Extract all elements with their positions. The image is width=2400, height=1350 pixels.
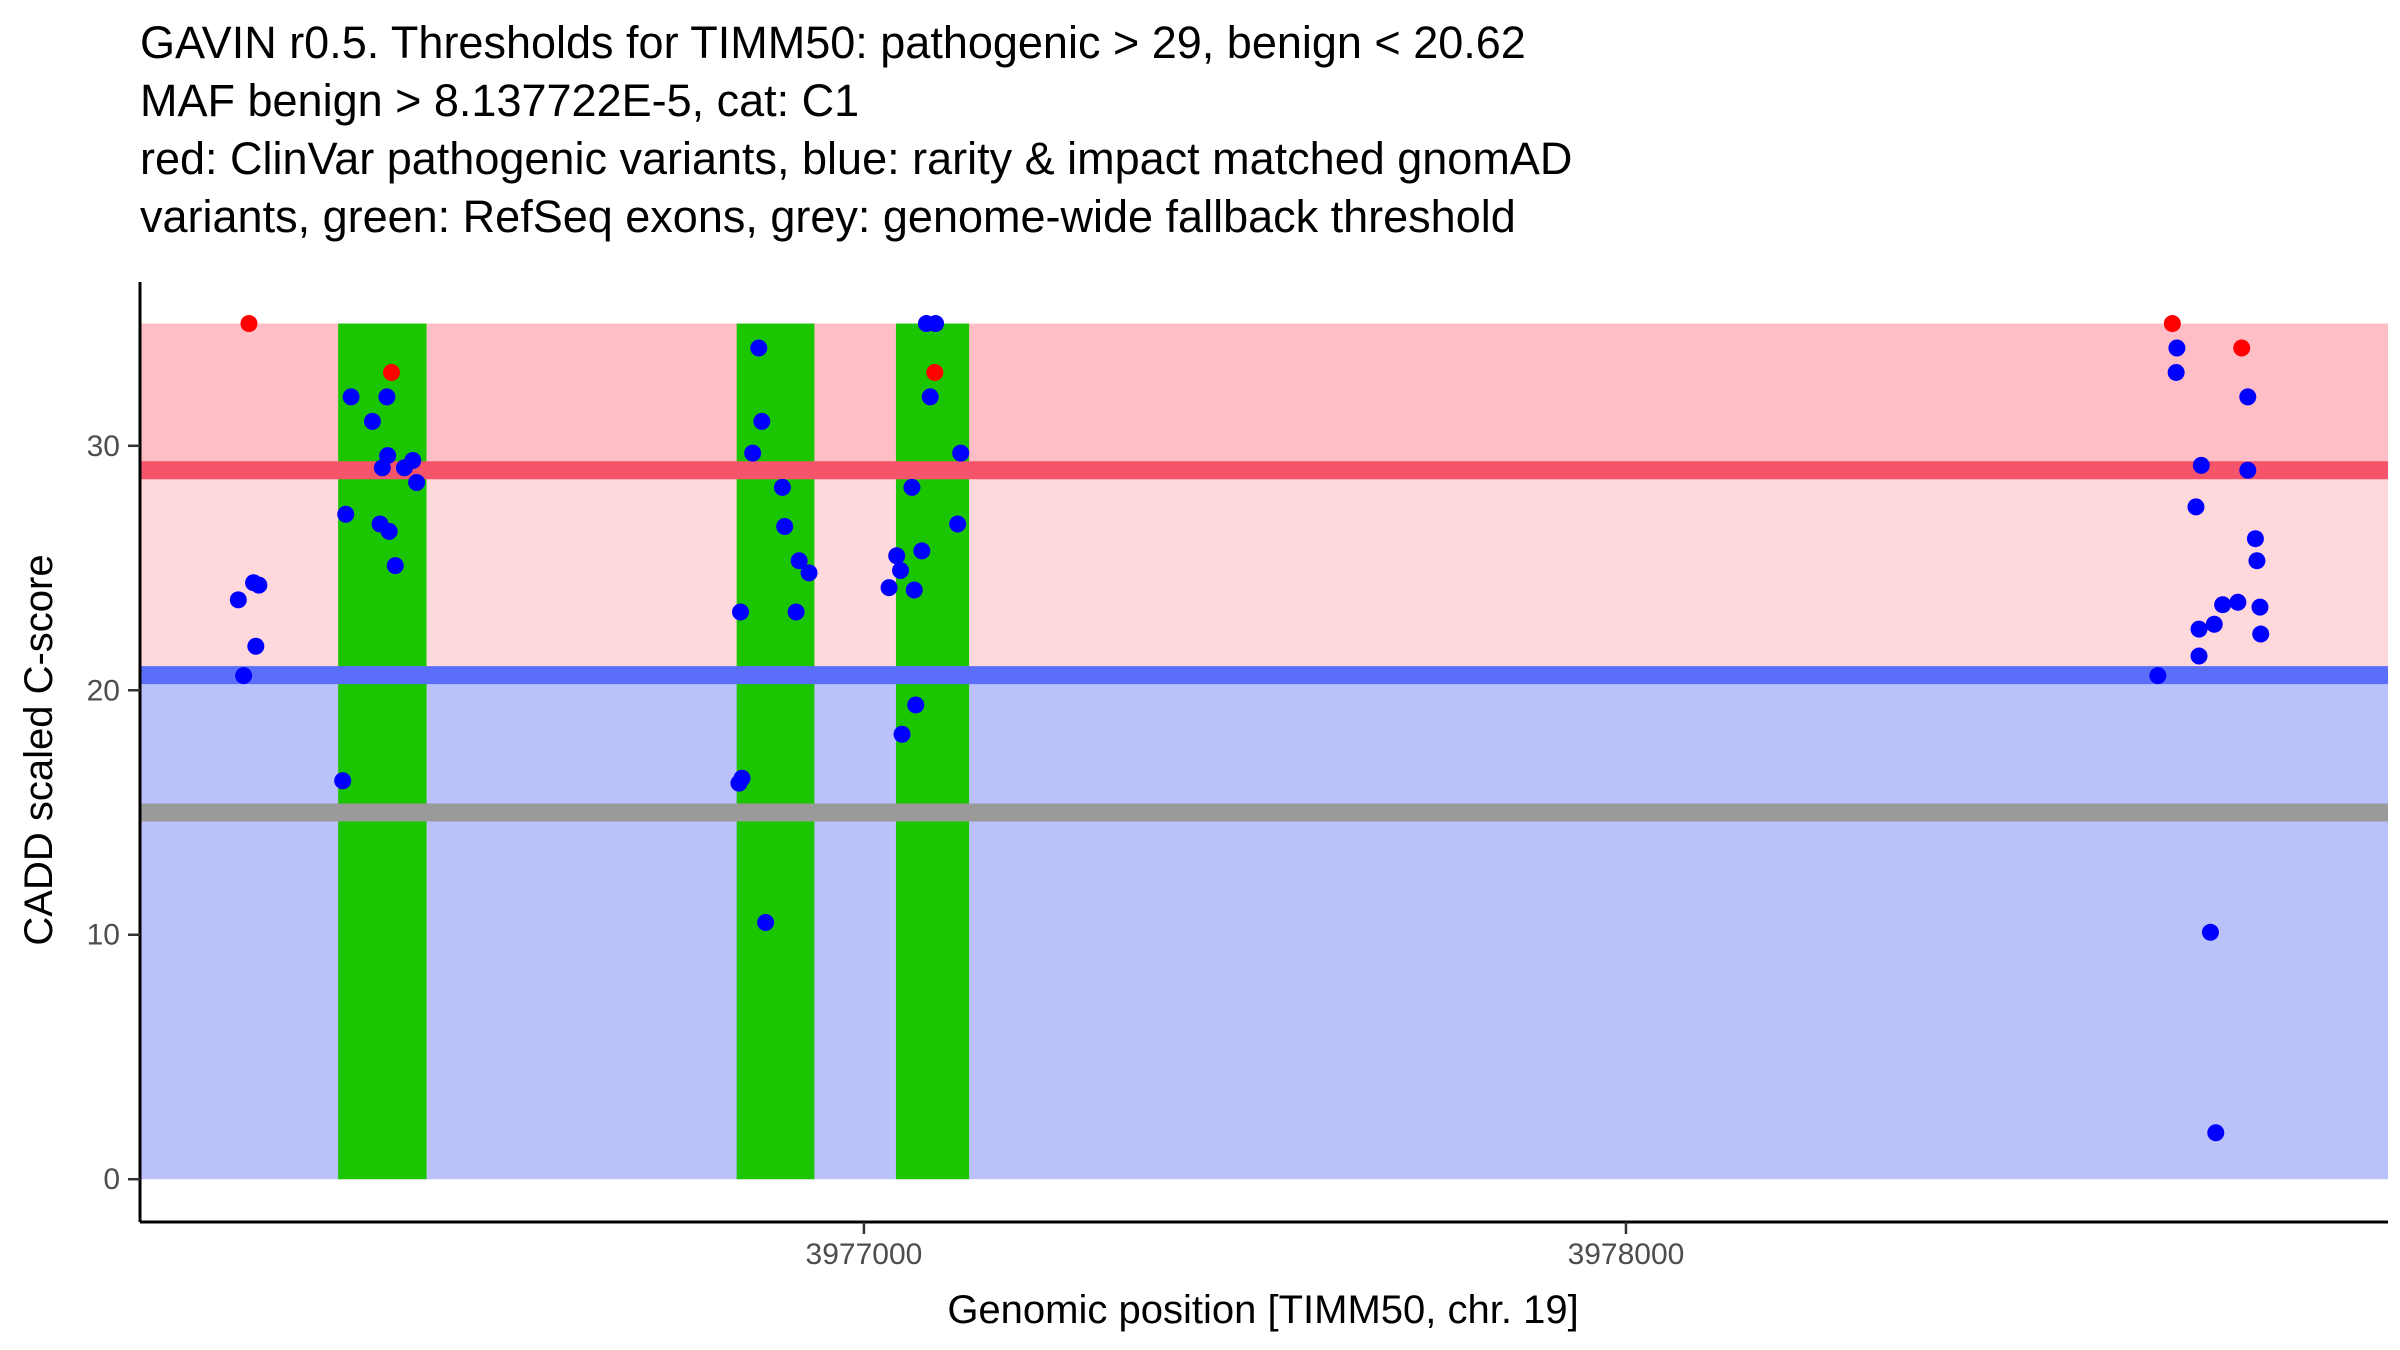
gnomad-point-31 (880, 579, 898, 597)
x-tick-label-3978000: 3978000 (1568, 1238, 1685, 1271)
gnomad-point-34 (893, 725, 911, 743)
gnomad-point-2 (235, 667, 253, 685)
gnomad-point-59 (2248, 552, 2266, 570)
clinvar-point-2 (382, 363, 400, 381)
y-tick-label-30: 30 (87, 430, 120, 463)
gnomad-point-50 (2192, 456, 2210, 474)
gnomad-point-30 (800, 564, 818, 582)
gnomad-point-51 (2201, 923, 2219, 941)
gnomad-point-21 (731, 603, 749, 621)
gnomad-point-8 (342, 388, 360, 406)
gnomad-point-18 (408, 473, 426, 491)
gnomad-point-32 (888, 547, 906, 565)
gnomad-point-52 (2207, 1124, 2225, 1142)
gnomad-point-29 (790, 552, 808, 570)
gnomad-point-47 (2187, 498, 2205, 516)
gnomad-point-23 (750, 339, 768, 357)
gnomad-point-22 (744, 444, 762, 462)
gnomad-point-25 (757, 914, 775, 932)
gnomad-point-9 (363, 412, 381, 430)
y-axis-ticks: 0 10 20 30 (87, 430, 140, 1196)
y-tick-label-10: 10 (87, 919, 120, 952)
gnomad-point-53 (2205, 615, 2223, 633)
gnomad-point-20 (733, 769, 751, 787)
y-axis-title: CADD scaled C-score (17, 554, 61, 945)
clinvar-point-4 (2163, 315, 2181, 333)
gnomad-point-58 (2246, 530, 2264, 548)
gnomad-point-56 (2239, 388, 2257, 406)
gnomad-point-48 (2190, 620, 2208, 638)
gnomad-point-55 (2229, 593, 2247, 611)
title-line-1: GAVIN r0.5. Thresholds for TIMM50: patho… (140, 17, 1526, 68)
clinvar-point-5 (2233, 339, 2251, 357)
gnomad-point-33 (892, 561, 910, 579)
score-bands (140, 323, 2388, 1180)
x-tick-label-3977000: 3977000 (806, 1238, 923, 1271)
gnomad-point-5 (247, 637, 265, 655)
y-tick-label-0: 0 (103, 1163, 120, 1196)
gnomad-point-35 (903, 478, 921, 496)
variant-points (229, 315, 2270, 1142)
gnomad-point-15 (386, 557, 404, 575)
gnomad-point-60 (2251, 598, 2269, 616)
gnomad-point-46 (2167, 363, 2185, 381)
gnomad-point-43 (952, 444, 970, 462)
gnomad-point-12 (378, 388, 396, 406)
pathogenic-strong-band (140, 323, 2388, 471)
gnomad-point-13 (379, 447, 397, 465)
pathogenic-band (140, 470, 2388, 676)
gnomad-point-17 (404, 451, 422, 469)
gnomad-point-45 (2168, 339, 2186, 357)
gnomad-point-36 (905, 581, 923, 599)
gnomad-point-14 (380, 522, 398, 540)
gnomad-point-27 (776, 517, 794, 535)
gnomad-point-7 (337, 505, 355, 523)
gnomad-point-49 (2190, 647, 2208, 665)
gnomad-point-54 (2214, 596, 2232, 614)
benign-band (140, 675, 2388, 1180)
gnomad-point-28 (787, 603, 805, 621)
gnomad-point-57 (2239, 461, 2257, 479)
gnomad-point-41 (927, 315, 945, 333)
axes: 3977000 3978000 0 10 20 30 (87, 282, 2388, 1271)
title-line-2: MAF benign > 8.137722E-5, cat: C1 (140, 75, 860, 126)
gnomad-point-24 (753, 412, 771, 430)
chart-title: GAVIN r0.5. Thresholds for TIMM50: patho… (140, 14, 2380, 246)
gnomad-point-38 (913, 542, 931, 560)
y-tick-label-20: 20 (87, 674, 120, 707)
gnomad-point-40 (921, 388, 939, 406)
gnomad-point-37 (907, 696, 925, 714)
gnomad-point-6 (334, 772, 352, 790)
gnomad-point-44 (2149, 667, 2167, 685)
gnomad-point-42 (949, 515, 967, 533)
title-line-4: variants, green: RefSeq exons, grey: gen… (140, 191, 1516, 242)
x-axis-ticks: 3977000 3978000 (806, 1222, 1685, 1271)
gnomad-point-61 (2252, 625, 2270, 643)
gnomad-point-4 (250, 576, 268, 594)
threshold-lines (140, 461, 2388, 822)
gnomad-point-1 (229, 591, 247, 609)
clinvar-point-1 (240, 315, 258, 333)
gnomad-point-26 (773, 478, 791, 496)
clinvar-point-3 (926, 363, 944, 381)
x-axis-title: Genomic position [TIMM50, chr. 19] (947, 1288, 1578, 1332)
title-line-3: red: ClinVar pathogenic variants, blue: … (140, 133, 1573, 184)
